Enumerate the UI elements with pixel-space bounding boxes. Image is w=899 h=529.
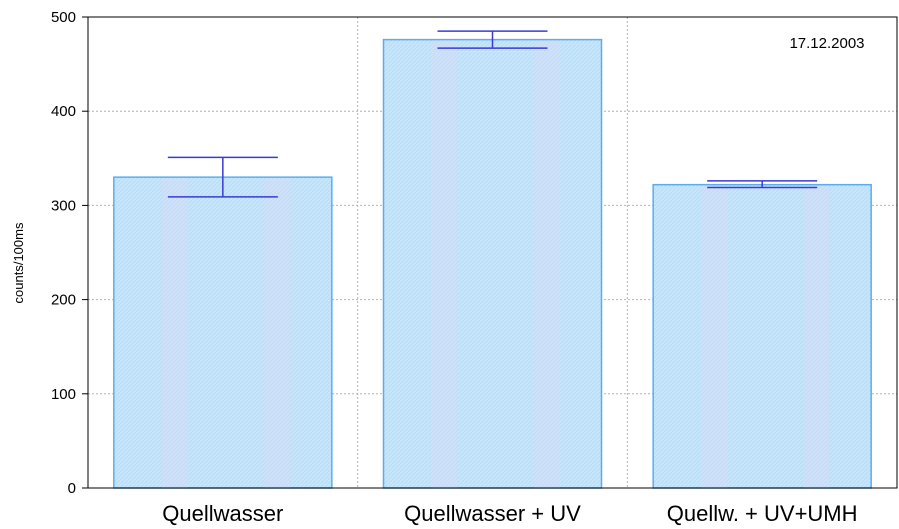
bar-shade-stripe [701,185,728,488]
y-tick-label: 300 [51,197,76,214]
x-tick-label: Quellwasser [162,501,283,526]
y-tick-label: 400 [51,103,76,120]
bar [113,176,333,489]
bar [382,38,603,489]
bar [652,183,872,489]
axis-layer: Quellwasser Quellwasser + UV Quellw. + UV+… [51,9,858,526]
error-bar-layer [167,30,818,198]
y-tick-label: 200 [51,292,76,309]
bar-shade-stripe [161,178,188,488]
x-tick-label: Quellwasser + UV [404,501,581,526]
bar-shade-stripe [803,185,830,488]
y-tick-label: 100 [51,386,76,403]
bar-shade-stripe [264,178,291,488]
bar-shade-stripe [534,40,560,488]
plot-frame [87,16,898,489]
y-tick-label: 0 [68,480,76,497]
y-tick-label: 500 [51,9,76,26]
bar-layer [113,38,872,489]
date-annotation: 17.12.2003 [789,35,864,52]
bar-shade-stripe [431,40,458,488]
y-axis-label: counts/100ms [11,222,26,303]
x-tick-label: Quellw. + UV+UMH [667,501,858,526]
